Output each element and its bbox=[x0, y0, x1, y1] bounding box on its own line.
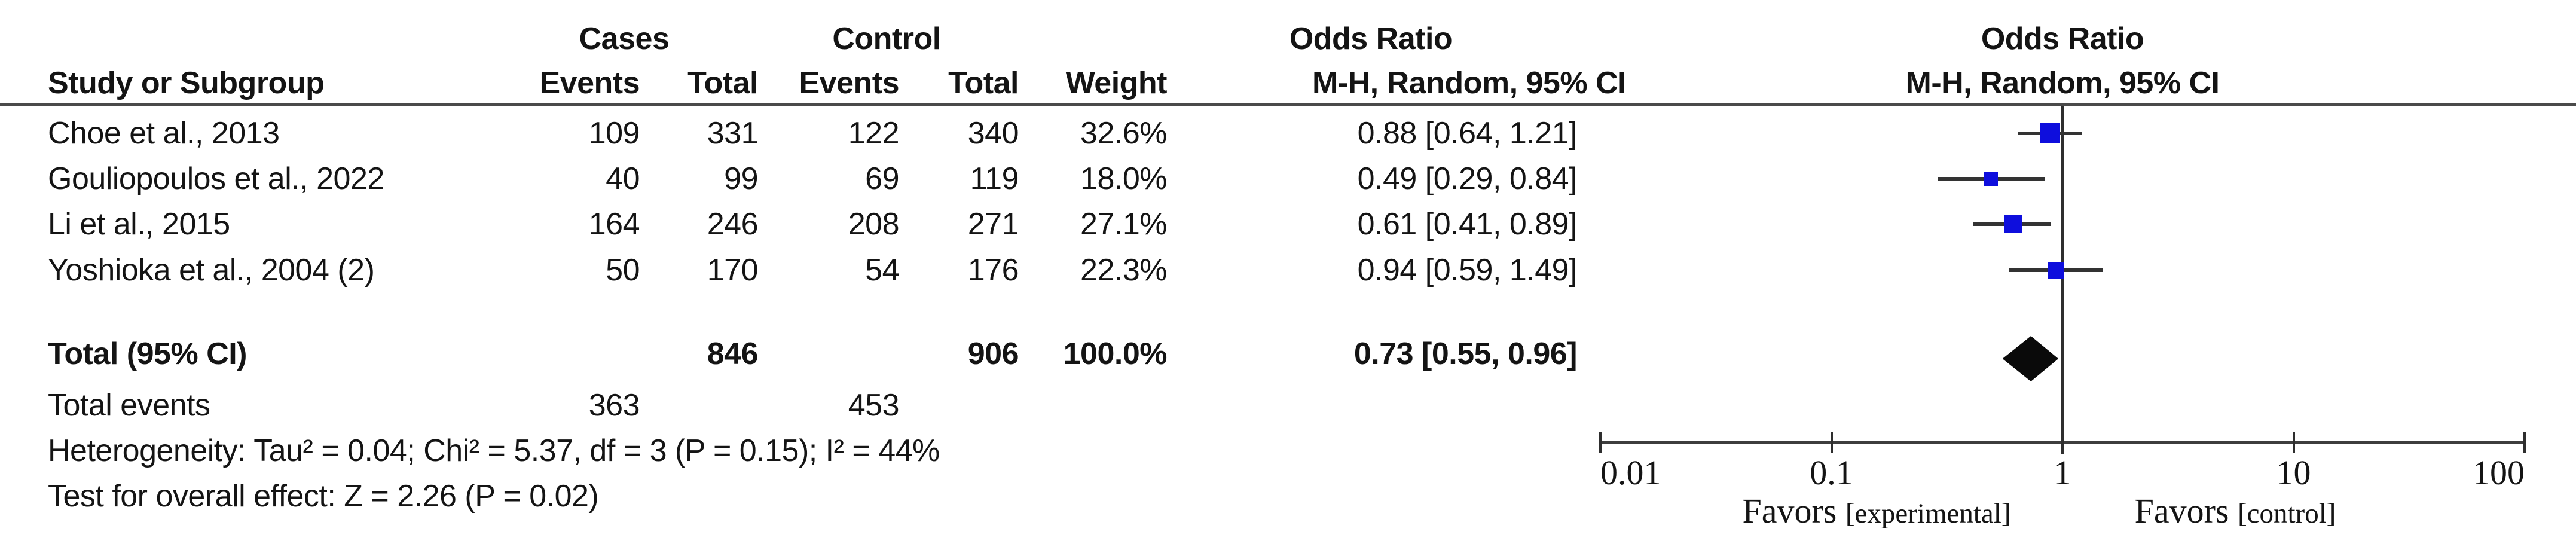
axis-tick bbox=[1599, 432, 1602, 453]
axis-tick bbox=[1830, 432, 1833, 453]
axis-tick bbox=[2061, 432, 2064, 453]
heterogeneity-text: Heterogeneity: Tau² = 0.04; Chi² = 5.37,… bbox=[48, 433, 940, 468]
or-ci-text: 0.49 [0.29, 0.84] bbox=[1357, 161, 1578, 196]
weight-value: 18.0% bbox=[1080, 161, 1167, 196]
total-control-sum: 906 bbox=[967, 337, 1019, 371]
axis-tick bbox=[2523, 432, 2526, 453]
axis-tick-label: 100 bbox=[2473, 453, 2525, 492]
group-header-control: Control bbox=[832, 22, 941, 56]
total-control-value: 119 bbox=[970, 161, 1019, 196]
or-square bbox=[1984, 172, 1999, 186]
events-cases-value: 109 bbox=[588, 116, 640, 151]
or-ci-text: 0.94 [0.59, 1.49] bbox=[1357, 253, 1578, 288]
total-cases-value: 170 bbox=[707, 253, 759, 288]
total-events-control: 453 bbox=[848, 388, 900, 423]
group-header-cases: Cases bbox=[579, 22, 670, 56]
col-header-mh-ci-left: M-H, Random, 95% CI bbox=[1312, 66, 1627, 100]
total-cases-value: 246 bbox=[707, 207, 759, 242]
total-events-cases: 363 bbox=[588, 388, 640, 423]
or-ci-text: 0.61 [0.41, 0.89] bbox=[1357, 207, 1578, 242]
or-ci-text: 0.88 [0.64, 1.21] bbox=[1357, 116, 1578, 151]
axis-tick-label: 0.01 bbox=[1600, 453, 1661, 492]
col-header-mh-ci-right: M-H, Random, 95% CI bbox=[1905, 66, 2220, 100]
total-events-label: Total events bbox=[48, 388, 210, 423]
or-square bbox=[2048, 262, 2065, 279]
group-header-odds-ratio-left: Odds Ratio bbox=[1289, 22, 1453, 56]
col-header-total-control: Total bbox=[948, 66, 1019, 100]
header-divider bbox=[0, 103, 2576, 106]
events-control-value: 69 bbox=[865, 161, 899, 196]
events-cases-value: 40 bbox=[606, 161, 640, 196]
total-row-label: Total (95% CI) bbox=[48, 337, 247, 371]
favors-word: Favors bbox=[1742, 491, 1837, 530]
total-or-ci-text: 0.73 [0.55, 0.96] bbox=[1353, 337, 1578, 371]
summary-diamond bbox=[2002, 336, 2059, 381]
col-header-total-cases: Total bbox=[687, 66, 758, 100]
group-header-odds-ratio-right: Odds Ratio bbox=[1981, 22, 2144, 56]
total-weight: 100.0% bbox=[1063, 337, 1168, 371]
favors-word: Favors bbox=[2134, 491, 2229, 530]
axis-tick-label: 0.1 bbox=[1810, 453, 1853, 492]
favors-arm: [experimental] bbox=[1845, 498, 2011, 529]
events-control-value: 122 bbox=[848, 116, 900, 151]
events-control-value: 208 bbox=[848, 207, 900, 242]
events-cases-value: 164 bbox=[588, 207, 640, 242]
col-header-events-cases: Events bbox=[539, 66, 640, 100]
axis-tick-label: 10 bbox=[2276, 453, 2311, 492]
study-name: Choe et al., 2013 bbox=[48, 116, 280, 151]
null-effect-line bbox=[2061, 106, 2064, 454]
weight-value: 32.6% bbox=[1080, 116, 1167, 151]
favors-control-label: Favors [control] bbox=[2135, 490, 2336, 532]
total-control-value: 271 bbox=[967, 207, 1019, 242]
events-control-value: 54 bbox=[865, 253, 899, 288]
study-name: Gouliopoulos et al., 2022 bbox=[48, 161, 384, 196]
total-cases-sum: 846 bbox=[707, 337, 759, 371]
favors-arm: [control] bbox=[2237, 498, 2336, 529]
study-name: Li et al., 2015 bbox=[48, 207, 230, 242]
or-square bbox=[2039, 123, 2060, 143]
total-cases-value: 99 bbox=[724, 161, 758, 196]
total-control-value: 340 bbox=[967, 116, 1019, 151]
total-control-value: 176 bbox=[967, 253, 1019, 288]
favors-experimental-label: Favors [experimental] bbox=[1742, 490, 2010, 532]
events-cases-value: 50 bbox=[606, 253, 640, 288]
axis-tick bbox=[2292, 432, 2295, 453]
col-header-study: Study or Subgroup bbox=[48, 66, 325, 100]
overall-effect-text: Test for overall effect: Z = 2.26 (P = 0… bbox=[48, 479, 599, 514]
weight-value: 27.1% bbox=[1080, 207, 1167, 242]
weight-value: 22.3% bbox=[1080, 253, 1167, 288]
or-square bbox=[2004, 215, 2022, 233]
study-name: Yoshioka et al., 2004 (2) bbox=[48, 253, 375, 288]
col-header-events-control: Events bbox=[799, 66, 899, 100]
col-header-weight: Weight bbox=[1065, 66, 1168, 100]
total-cases-value: 331 bbox=[707, 116, 759, 151]
axis-tick-label: 1 bbox=[2054, 453, 2071, 492]
